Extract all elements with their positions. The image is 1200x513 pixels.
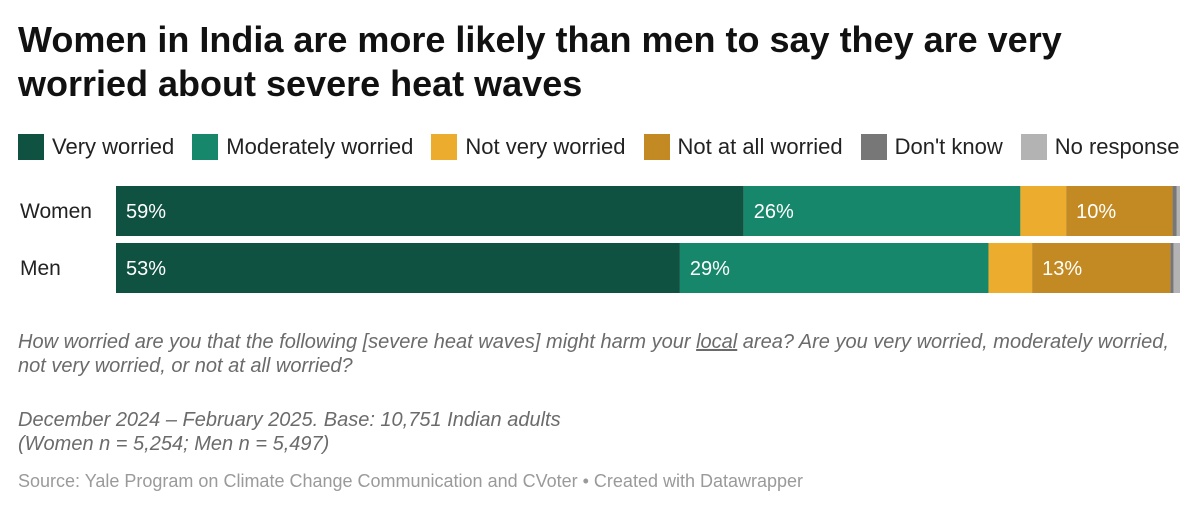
legend-label: Not very worried [465,134,626,159]
legend-label: Very worried [52,134,175,159]
legend-item: Not very worried [431,134,626,160]
bar-segment [1173,243,1180,293]
legend-item: Not at all worried [643,134,843,160]
survey-question: How worried are you that the following [… [18,330,1183,378]
row-label: Women [20,200,92,223]
survey-sample-sizes: (Women n = 5,254; Men n = 5,497) [18,433,330,455]
legend-swatch [1020,134,1047,160]
bar-segment [1170,243,1174,293]
bar-segment [1066,186,1173,236]
source-note: Source: Yale Program on Climate Change C… [18,471,804,491]
bar-segment [1172,186,1177,236]
legend-label: Not at all worried [677,134,843,159]
bar-segment [988,243,1033,293]
survey-meta: December 2024 – February 2025. Base: 10,… [18,408,1183,456]
bar-segment [679,243,989,293]
chart-title: Women in India are more likely than men … [18,19,1062,104]
legend-item: Moderately worried [192,134,413,160]
question-text-before: How worried are you that the following [… [18,331,697,353]
legend-swatch [860,134,887,160]
legend-swatch [431,134,458,160]
legend-swatch [192,134,219,160]
question-text-after: area? Are you very worried, moderately w… [18,331,1169,377]
legend-swatch [643,134,670,160]
bar-segment [116,243,680,293]
bar-value-label: 10% [1076,201,1116,223]
bar-segment [1032,243,1171,293]
bar-value-label: 13% [1042,258,1082,280]
bar-segment [1176,186,1180,236]
legend-item: Don't know [860,134,1003,160]
stacked-bar-chart: Women 59% 26% 10% Men 53% 29% 13% [20,186,1180,293]
bar-segment [116,186,744,236]
row-label: Men [20,257,61,280]
legend-item: No response [1020,134,1180,160]
bar-value-label: 29% [690,258,730,280]
legend-item: Very worried [18,134,174,160]
legend-label: Don't know [894,134,1003,159]
bar-value-label: 59% [126,201,166,223]
legend-swatch [18,134,44,160]
legend-label: No response [1054,134,1180,159]
question-underlined-word: local [696,331,738,353]
bar-segment [1020,186,1067,236]
bar-value-label: 53% [126,258,166,280]
bar-value-label: 26% [754,201,794,223]
legend-label: Moderately worried [226,134,414,159]
legend: Very worried Moderately worried Not very w… [18,132,1180,162]
bar-segment [743,186,1021,236]
survey-dates-base: December 2024 – February 2025. Base: 10,… [18,409,561,431]
